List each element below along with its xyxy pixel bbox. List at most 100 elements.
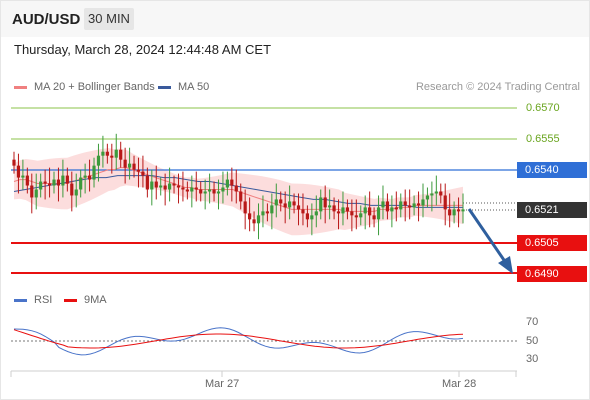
forecast-arrow xyxy=(467,208,508,264)
candle-body xyxy=(181,187,185,190)
candle-body xyxy=(110,155,114,158)
candle-body xyxy=(96,155,101,166)
candle-body xyxy=(208,189,212,192)
candle-body xyxy=(194,187,198,190)
candle-body xyxy=(314,211,318,216)
candle-body xyxy=(354,215,358,218)
candle-body xyxy=(408,205,412,208)
candle-body xyxy=(319,197,323,212)
candle-body xyxy=(199,189,203,194)
level-r3-label: 0.6570 xyxy=(526,102,560,114)
candle-body xyxy=(114,149,118,158)
candle-body xyxy=(132,163,136,170)
candle-body xyxy=(167,183,172,190)
candle-body xyxy=(47,183,52,186)
candle-body xyxy=(30,185,34,198)
ma20-label: MA 20 + Bollinger Bands xyxy=(34,81,155,93)
candle-body xyxy=(385,201,390,212)
candle-body xyxy=(70,183,74,196)
ma20-swatch xyxy=(14,85,27,89)
candle-body xyxy=(332,205,336,212)
rsi-ma-line xyxy=(13,329,464,349)
timestamp: Thursday, March 28, 2024 12:44:48 AM CET xyxy=(14,42,272,57)
candle-body xyxy=(399,201,403,210)
legend-rsi: RSI xyxy=(14,294,52,306)
candle-body xyxy=(172,183,176,186)
candle-body xyxy=(43,181,47,184)
candle-body xyxy=(323,197,327,208)
candle-body xyxy=(381,201,385,208)
legend-ma50: MA 50 xyxy=(158,81,209,93)
candle-body xyxy=(239,191,243,202)
candle-body xyxy=(92,165,96,180)
candle-body xyxy=(350,211,354,216)
candle-body xyxy=(363,207,367,214)
candle-body xyxy=(359,213,363,218)
level-r2-label: 0.6555 xyxy=(526,133,560,145)
level-s2-tag: 0.6490 xyxy=(517,266,587,282)
rsi-label: RSI xyxy=(34,294,53,306)
candle-body xyxy=(425,195,430,200)
forecast-arrow-head xyxy=(498,256,513,274)
candle-body xyxy=(296,205,301,210)
ma9-label: 9MA xyxy=(84,294,107,306)
candle-body xyxy=(212,189,216,194)
candle-body xyxy=(461,209,465,212)
credit-text: Research © 2024 Trading Central xyxy=(415,81,580,93)
candle-body xyxy=(12,159,16,166)
candle-body xyxy=(225,179,229,188)
candle-body xyxy=(176,185,181,188)
ma50-label: MA 50 xyxy=(178,81,210,93)
candle-body xyxy=(310,215,314,220)
x-label-mar28: Mar 28 xyxy=(442,378,477,390)
rsi-tick-50: 50 xyxy=(526,335,539,347)
candle-body xyxy=(336,211,341,214)
candle-body xyxy=(434,191,438,194)
candle-body xyxy=(279,199,283,204)
candle-body xyxy=(448,209,452,216)
candle-body xyxy=(305,213,310,220)
candle-body xyxy=(345,207,350,212)
candle-body xyxy=(412,203,416,208)
candle-body xyxy=(119,149,123,160)
candle-body xyxy=(221,187,225,192)
candle-body xyxy=(56,179,61,186)
symbol-title: AUD/USD xyxy=(12,11,81,28)
rsi-tick-30: 30 xyxy=(526,353,539,365)
candle-body xyxy=(368,207,372,216)
candle-body xyxy=(145,175,149,190)
rsi-line xyxy=(13,327,464,356)
candle-body xyxy=(390,207,394,212)
candle-body xyxy=(34,189,38,198)
candle-body xyxy=(190,187,194,192)
x-label-mar27: Mar 27 xyxy=(205,378,240,390)
ma50-swatch xyxy=(158,85,171,89)
timeframe-badge[interactable]: 30 MIN xyxy=(84,8,134,30)
candle-body xyxy=(292,201,296,206)
chart-header: AUD/USD 30 MIN xyxy=(1,1,589,37)
candle-body xyxy=(123,159,127,168)
candle-body xyxy=(248,213,252,220)
candle-body xyxy=(443,195,447,210)
candle-body xyxy=(21,175,25,178)
candle-body xyxy=(150,181,154,190)
candle-body xyxy=(256,215,261,224)
candle-body xyxy=(243,201,247,214)
rsi-tick-70: 70 xyxy=(526,316,539,328)
ma9-swatch xyxy=(64,298,77,302)
candle-body xyxy=(439,191,443,196)
candle-body xyxy=(274,199,278,206)
candle-body xyxy=(283,203,287,208)
candle-body xyxy=(216,191,221,194)
candle-body xyxy=(83,175,87,178)
candle-body xyxy=(154,181,158,188)
candle-body xyxy=(230,179,234,186)
candle-body xyxy=(456,209,461,212)
candle-body xyxy=(252,219,256,224)
candle-body xyxy=(270,205,274,214)
candle-body xyxy=(421,199,425,206)
candle-body xyxy=(101,151,105,156)
candle-body xyxy=(430,193,434,196)
